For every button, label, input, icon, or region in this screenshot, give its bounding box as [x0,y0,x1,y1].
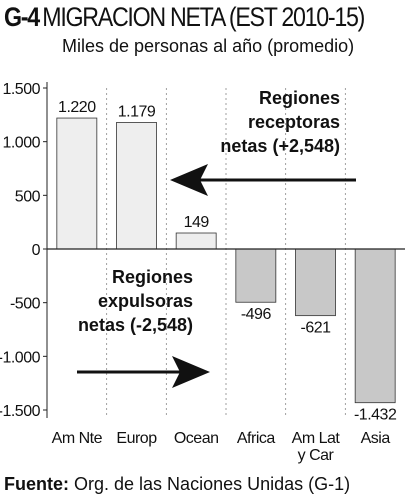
arrow-left-icon [170,164,208,196]
annotations: Regiones receptoras netas (+2,548) Regiones… [77,88,356,388]
data-label: -496 [241,306,272,323]
source-text: Org. de las Naciones Unidas (G-1) [74,474,351,494]
bar-chart: 1.500 1.000 500 0 -500 -1.000 -1.500 1.220 Am Nt… [0,81,405,464]
bar [295,248,336,317]
chart-title: G-4 MIGRACION NETA (EST 2010-15) [4,2,365,32]
bar [56,117,98,250]
annotation-text: Regiones [112,267,193,287]
source-label: Fuente: [4,474,69,494]
data-label: -621 [300,320,331,337]
y-tick-label: 0 [32,242,41,259]
bar [354,248,396,404]
y-tick-label: 1.000 [2,135,40,152]
annotation-text: netas (-2,548) [78,315,193,335]
data-label: 1.220 [58,99,96,116]
y-tick-label: 500 [15,188,41,205]
x-tick-label: Africa [237,430,276,447]
source-note: Fuente: Org. de las Naciones Unidas (G-1… [4,474,350,495]
annotation-text: receptoras [248,112,340,132]
x-tick-label: Am Nte [52,430,103,447]
annotation-text: netas (+2,548) [220,136,340,156]
bar [116,122,157,250]
data-label: 1.179 [118,103,156,120]
annotation-text: expulsoras [98,291,193,311]
axes [43,82,405,418]
bars [56,117,396,404]
chart-code: G-4 [4,2,40,32]
y-tick-label: 1.500 [2,81,40,98]
data-label: -1.432 [354,407,397,424]
y-tick-label: -1.000 [0,349,41,366]
y-tick-label: -500 [10,296,41,313]
labels: 1.500 1.000 500 0 -500 -1.000 -1.500 1.220 Am Nt… [0,81,397,464]
bar [175,232,217,250]
annotation-text: Regiones [259,88,340,108]
x-tick-label: Asia [361,430,391,447]
x-tick-label: y Car [298,447,335,464]
y-tick-label: -1.500 [0,403,41,420]
chart-title-text: MIGRACION NETA (EST 2010-15) [42,2,365,32]
chart-subtitle: Miles de personas al año (promedio) [62,36,355,56]
data-label: 149 [184,214,210,231]
x-tick-label: Am Lat [292,430,341,447]
bar [235,248,277,303]
x-tick-label: Europ [116,430,157,447]
x-tick-label: Ocean [174,430,219,447]
arrow-right-icon [172,356,210,388]
